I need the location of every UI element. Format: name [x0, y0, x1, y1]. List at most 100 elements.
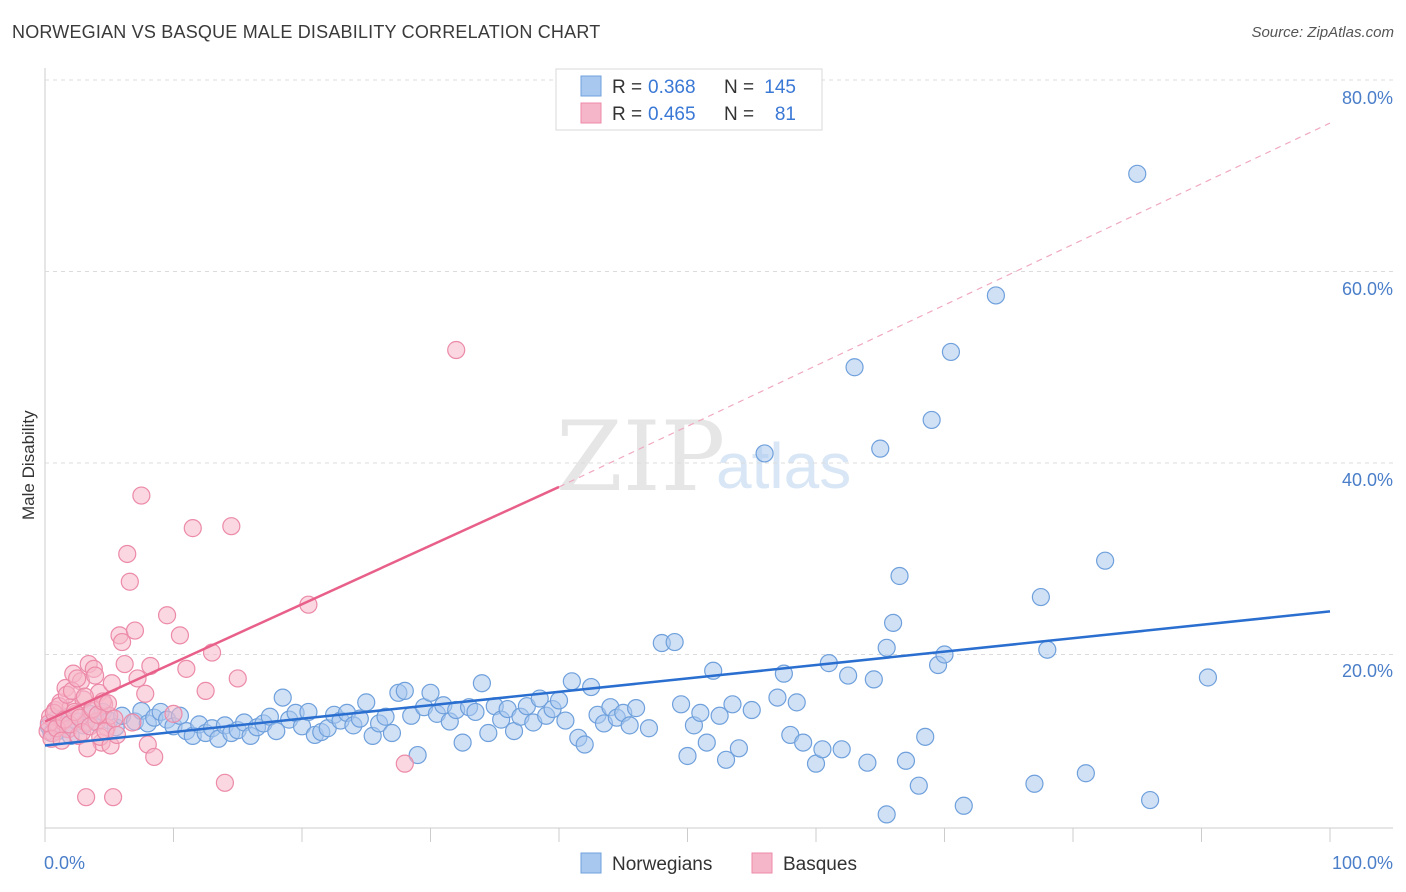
norwegian-point-134 — [954, 796, 973, 815]
norwegian-point-71 — [479, 723, 498, 743]
norwegian-point-120 — [845, 358, 864, 377]
norwegian-point-109 — [755, 444, 774, 463]
legend-r-value-1: 0.368 — [648, 77, 696, 98]
norwegian-point-105 — [716, 750, 736, 769]
norwegian-point-70 — [472, 674, 491, 693]
gridlines — [45, 79, 1393, 655]
basque-point-55 — [115, 654, 134, 674]
basque-point-58 — [123, 713, 142, 732]
norwegian-point-69 — [466, 702, 485, 722]
norwegian-point-94 — [626, 699, 646, 718]
norwegian-point-102 — [697, 733, 716, 752]
basque-point-75 — [228, 669, 247, 688]
norwegian-point-140 — [1096, 551, 1115, 570]
basque-point-79 — [77, 788, 96, 807]
basque-point-36 — [68, 669, 87, 688]
basque-point-30 — [52, 731, 71, 750]
norwegian-point-123 — [871, 439, 890, 458]
norwegian-point-138 — [1038, 640, 1057, 659]
norwegian-point-67 — [453, 733, 472, 752]
basque-point-59 — [125, 621, 145, 640]
basque-point-61 — [132, 486, 151, 505]
basque-point-56 — [118, 544, 137, 564]
norwegian-point-106 — [723, 695, 742, 714]
basque-point-48 — [98, 694, 118, 713]
bottom-legend-basques: Basques — [783, 854, 857, 875]
legend-n-label-2: N = — [724, 104, 754, 125]
norwegian-point-119 — [839, 666, 858, 685]
norwegian-point-83 — [556, 711, 575, 730]
legend-n-label-1: N = — [724, 77, 754, 98]
basque-point-74 — [222, 517, 241, 536]
basque-point-65 — [145, 747, 164, 767]
norwegian-point-58 — [395, 681, 414, 700]
norwegian-point-118 — [832, 740, 851, 759]
basque-point-57 — [120, 572, 139, 591]
norwegian-point-52 — [357, 693, 376, 712]
basque-point-77 — [395, 754, 414, 773]
y-axis-label: Male Disability — [19, 410, 38, 520]
norwegian-point-56 — [382, 723, 402, 743]
legend-swatch-basques — [580, 102, 602, 124]
norwegian-point-121 — [858, 753, 877, 772]
basque-point-71 — [196, 681, 215, 700]
bottom-legend: Norwegians Basques — [580, 852, 857, 875]
norwegian-point-133 — [941, 342, 961, 362]
norwegian-point-128 — [909, 776, 928, 795]
trend-lines — [44, 122, 1331, 747]
x-tick-label-100: 100.0% — [1332, 853, 1393, 873]
scatter-points — [38, 164, 1218, 824]
norwegian-point-39 — [273, 688, 292, 707]
legend-swatch-norwegians — [580, 75, 602, 97]
norwegian-point-101 — [691, 703, 710, 723]
basque-point-43 — [86, 666, 105, 685]
norwegian-point-139 — [1076, 764, 1095, 783]
norwegian-point-110 — [768, 688, 787, 707]
norwegian-point-43 — [299, 702, 318, 722]
y-tick-label-60: 60.0% — [1342, 279, 1393, 299]
norwegian-point-98 — [671, 695, 691, 714]
norwegian-point-82 — [549, 691, 569, 710]
norwegian-point-142 — [1140, 790, 1160, 810]
watermark-atlas: atlas — [716, 430, 851, 502]
basque-point-52 — [107, 725, 127, 745]
norwegian-point-122 — [864, 670, 883, 689]
norwegian-point-55 — [376, 707, 395, 726]
basque-point-54 — [112, 632, 132, 652]
norwegian-point-86 — [575, 735, 594, 754]
norwegian-point-97 — [665, 632, 684, 652]
norwegian-trend-line — [44, 610, 1331, 747]
legend-r-value-2: 0.465 — [648, 104, 696, 125]
norwegian-point-141 — [1128, 164, 1147, 183]
chart-title: NORWEGIAN VS BASQUE MALE DISABILITY CORR… — [12, 22, 601, 42]
norwegian-point-127 — [896, 751, 916, 770]
norwegian-point-104 — [710, 706, 729, 725]
basque-point-67 — [164, 704, 183, 723]
x-tick-label-0: 0.0% — [44, 853, 85, 873]
norwegian-point-132 — [935, 645, 954, 664]
legend-n-value-1: 145 — [764, 77, 796, 98]
x-axis-ticks — [44, 828, 1331, 842]
legend-n-value-2: 81 — [775, 104, 796, 125]
norwegian-point-144 — [877, 805, 896, 824]
norwegian-point-60 — [408, 745, 427, 765]
norwegian-point-107 — [729, 739, 749, 758]
norwegian-point-129 — [916, 727, 935, 746]
norwegian-point-108 — [742, 700, 761, 720]
norwegian-point-124 — [877, 638, 896, 657]
basque-trend-line — [44, 485, 560, 723]
bottom-legend-swatch-norwegians — [580, 852, 602, 874]
y-tick-label-40: 40.0% — [1342, 470, 1393, 490]
norwegian-point-38 — [267, 721, 286, 741]
norwegian-point-114 — [794, 733, 813, 752]
norwegian-point-93 — [620, 716, 639, 735]
norwegian-point-136 — [1025, 774, 1044, 793]
norwegian-point-84 — [562, 672, 581, 691]
norwegian-point-116 — [813, 740, 832, 759]
norwegian-point-62 — [421, 683, 440, 702]
basque-point-69 — [177, 659, 196, 678]
norwegian-point-126 — [890, 566, 909, 586]
basque-point-62 — [136, 684, 155, 703]
basque-point-51 — [105, 709, 124, 728]
